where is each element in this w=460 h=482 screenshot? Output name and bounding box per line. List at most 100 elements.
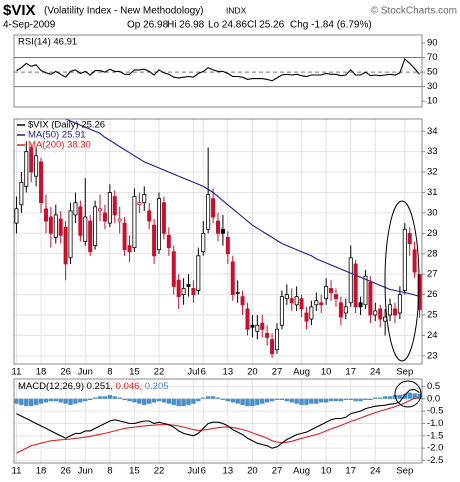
candle-body [329,288,334,293]
y-tick-label: 30 [427,81,438,92]
histogram-bar [151,398,157,403]
candle-body [132,196,137,249]
histogram-bar [314,398,319,404]
y-tick-label: -1.5 [427,430,443,441]
legend-entry: $VIX (Daily) 25.26 [28,120,105,131]
quote-close: Cl 25.26 [247,20,285,31]
y-tick-label: 0.0 [427,393,440,404]
histogram-bar [328,398,334,402]
x-tick-label: 27 [272,466,283,477]
candle-body [107,192,112,224]
candle-body [383,316,388,322]
candle-body [68,210,73,259]
histogram-bar [309,398,314,404]
histogram-bar [358,398,363,402]
x-tick-label: Jul [187,466,199,477]
y-tick-label: 70 [427,52,438,63]
candle-body [284,294,289,300]
histogram-bar [19,398,24,405]
histogram-bar [83,398,88,402]
x-tick-label: Aug [293,466,310,477]
histogram-bar [171,398,176,405]
histogram-bar [112,396,117,399]
histogram-bar [161,398,167,403]
y-tick-label: 24 [427,330,438,341]
legend-entry: 0.046, [113,381,142,392]
series-line [16,58,420,82]
histogram-bar [289,398,294,403]
candle-body [412,249,417,273]
y-tick-label: 0.5 [427,381,440,392]
histogram-bar [378,397,383,399]
candle-body [147,210,152,222]
x-tick-label: 22 [154,367,165,378]
date: 4-Sep-2009 [3,20,56,31]
candle-body [255,324,260,332]
candle-body [353,263,358,308]
candle-body [215,220,220,234]
x-tick-label: 15 [129,367,140,378]
histogram-bar [196,398,201,402]
x-tick-label: 20 [247,367,258,378]
candle-body [299,298,304,310]
histogram-bar [343,398,349,400]
candle-body [166,234,171,249]
histogram-bar [215,397,221,399]
candle-body [245,308,250,330]
legend: MACD(12,26,9) 0.251, 0.046, 0.205 [18,381,169,392]
x-tick-label: 24 [370,466,381,477]
histogram-bar [181,398,186,407]
histogram-bar [102,396,108,399]
histogram-bar [333,398,339,402]
x-tick-label: 6 [201,466,206,477]
series-line [64,119,420,297]
candle-body [63,226,68,265]
histogram-bar [210,396,216,399]
histogram-bar [146,398,152,404]
annotation-ellipse [384,200,420,362]
candle-body [392,308,397,316]
x-tick-label: 10 [321,466,332,477]
x-tick-label: 13 [223,367,234,378]
panels: 10 30 50 70 90 RSI(14) 46.91 23 24 25 26 27 28 29 30 3… [12,37,444,477]
histogram-bar [338,398,344,402]
x-tick-label: Aug [293,367,310,378]
y-tick-label: 27 [427,269,438,280]
candle-body [363,275,368,306]
candle-body [152,224,157,257]
histogram-bar [191,398,196,404]
candle-body [53,214,58,238]
y-tick-label: 33 [427,146,438,157]
histogram-bar [107,395,113,399]
histogram-bar [245,398,250,407]
histogram-bar [294,398,299,404]
x-tick-label: 17 [345,466,356,477]
y-tick-label: 30 [427,207,438,218]
histogram-bar [132,398,137,403]
candle-body [186,283,191,287]
histogram-bar [373,397,378,399]
candle-body [48,216,53,234]
x-tick-label: Jun [78,367,93,378]
candle-body [102,212,107,222]
candle-body [93,206,98,246]
candle-body [127,245,132,253]
x-tick-label: 26 [60,367,71,378]
candle-body [338,302,343,318]
x-tick-label: Sep [396,367,413,378]
histogram-bar [382,396,388,399]
x-tick-label: 15 [129,466,140,477]
y-tick-label: -2.5 [427,455,443,466]
candle-body [206,194,211,230]
quote-high: Hi 26.98 [167,20,205,31]
y-tick-label: -1.0 [427,418,443,429]
histogram-bar [269,398,275,402]
histogram-bar [156,398,162,402]
histogram-bar [225,398,231,402]
histogram-bar [264,398,270,403]
candle-body [333,294,338,300]
candle-body [78,206,83,236]
y-tick-label: 32 [427,167,438,178]
symbol: $VIX [3,2,36,19]
